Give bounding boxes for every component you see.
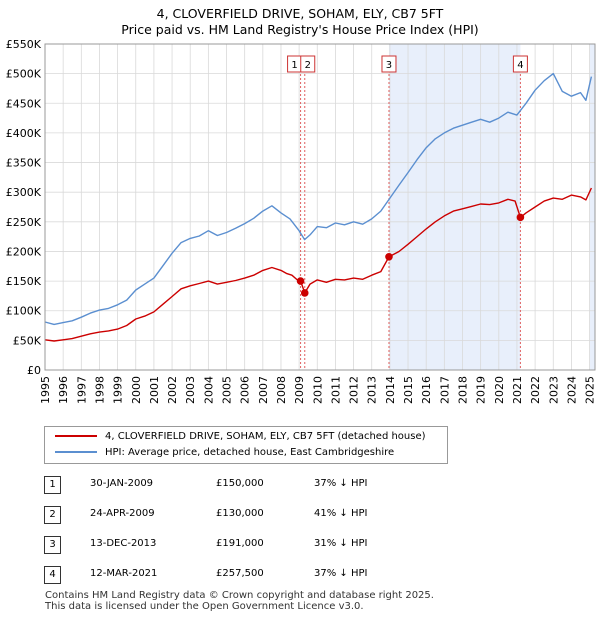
- x-tick-label: 2013: [366, 376, 379, 404]
- sale-hpi-diff: 31% ↓ HPI: [314, 538, 368, 549]
- sale-price: £257,500: [216, 568, 264, 579]
- x-tick-label: 2022: [529, 376, 542, 404]
- legend-item-property: 4, CLOVERFIELD DRIVE, SOHAM, ELY, CB7 5F…: [55, 429, 426, 445]
- x-tick-label: 2006: [239, 376, 252, 404]
- sale-point-3: [385, 252, 393, 261]
- y-tick-label: £200K: [6, 245, 42, 258]
- footer-copyright: Contains HM Land Registry data © Crown c…: [45, 590, 434, 601]
- footer-licence: This data is licensed under the Open Gov…: [45, 601, 364, 612]
- sale-hpi-diff: 41% ↓ HPI: [314, 508, 368, 519]
- chart-title: 4, CLOVERFIELD DRIVE, SOHAM, ELY, CB7 5F…: [156, 6, 444, 21]
- legend: 4, CLOVERFIELD DRIVE, SOHAM, ELY, CB7 5F…: [44, 426, 448, 464]
- y-tick-label: £50K: [13, 334, 42, 347]
- y-tick-label: £350K: [6, 157, 42, 170]
- legend-label-hpi: HPI: Average price, detached house, East…: [105, 447, 395, 458]
- x-tick-label: 1995: [39, 376, 52, 404]
- sale-date: 13-DEC-2013: [90, 538, 157, 549]
- sale-price: £130,000: [216, 508, 264, 519]
- x-tick-label: 2000: [130, 376, 143, 404]
- x-tick-label: 2015: [402, 376, 415, 404]
- x-tick-label: 2010: [311, 376, 324, 404]
- sale-number-badge: 2: [44, 506, 61, 524]
- sale-row-4: 4 12-MAR-2021 £257,500 37% ↓ HPI: [44, 566, 584, 584]
- legend-label-property: 4, CLOVERFIELD DRIVE, SOHAM, ELY, CB7 5F…: [105, 431, 426, 442]
- x-tick-label: 2003: [184, 376, 197, 404]
- y-tick-label: £450K: [6, 97, 42, 110]
- sale-date: 24-APR-2009: [90, 508, 155, 519]
- sale-row-3: 3 13-DEC-2013 £191,000 31% ↓ HPI: [44, 536, 584, 554]
- x-tick-label: 2002: [166, 376, 179, 404]
- x-tick-label: 2024: [565, 376, 578, 404]
- x-tick-label: 2018: [456, 376, 469, 404]
- x-tick-label: 2009: [293, 376, 306, 404]
- x-tick-label: 1998: [93, 376, 106, 404]
- x-tick-label: 1999: [112, 376, 125, 404]
- sale-point-1: [296, 277, 305, 285]
- x-tick-label: 2016: [420, 376, 433, 404]
- x-tick-label: 2008: [275, 376, 288, 404]
- y-tick-label: £0: [27, 364, 41, 377]
- sale-hpi-diff: 37% ↓ HPI: [314, 568, 368, 579]
- annotation-label-2: 2: [305, 60, 311, 71]
- annotation-label-3: 3: [386, 60, 392, 71]
- legend-swatch-blue: [55, 451, 97, 453]
- y-tick-label: £400K: [6, 127, 42, 140]
- x-tick-label: 2014: [384, 376, 397, 404]
- legend-item-hpi: HPI: Average price, detached house, East…: [55, 445, 394, 461]
- shaded-region-1: [388, 44, 521, 370]
- chart-subtitle: Price paid vs. HM Land Registry's House …: [121, 22, 479, 37]
- x-tick-label: 2001: [148, 376, 161, 404]
- x-tick-label: 2005: [221, 376, 234, 404]
- sale-price: £191,000: [216, 538, 264, 549]
- sale-number-badge: 4: [44, 566, 61, 584]
- price-chart: £0 £50K £100K £150K £200K £250K £300K £350K £400…: [6, 38, 597, 404]
- x-tick-label: 1996: [57, 376, 70, 404]
- legend-swatch-red: [55, 435, 97, 437]
- x-tick-label: 2011: [329, 376, 342, 404]
- sale-row-2: 2 24-APR-2009 £130,000 41% ↓ HPI: [44, 506, 584, 524]
- series-line-property: [44, 187, 593, 342]
- sale-hpi-diff: 37% ↓ HPI: [314, 478, 368, 489]
- x-tick-label: 2007: [257, 376, 270, 404]
- series-line-hpi: [44, 72, 593, 326]
- sale-date: 30-JAN-2009: [90, 478, 154, 489]
- sale-number-badge: 3: [44, 536, 61, 554]
- y-tick-label: £300K: [6, 186, 42, 199]
- sale-number-badge: 1: [44, 476, 61, 494]
- annotation-box-2: [300, 55, 316, 73]
- y-tick-label: £150K: [6, 275, 42, 288]
- y-tick-label: £550K: [6, 38, 42, 51]
- sale-row-1: 1 30-JAN-2009 £150,000 37% ↓ HPI: [44, 476, 584, 494]
- x-tick-label: 2004: [202, 376, 215, 404]
- x-tick-label: 2019: [475, 376, 488, 404]
- x-tick-label: 2023: [547, 376, 560, 404]
- x-tick-label: 2020: [493, 376, 506, 404]
- x-tick-label: 2012: [348, 376, 361, 404]
- annotation-box-3: [381, 55, 397, 73]
- annotation-label-1: 1: [291, 60, 297, 71]
- x-tick-label: 2017: [438, 376, 451, 404]
- sale-price: £150,000: [216, 478, 264, 489]
- plot-frame: [44, 43, 596, 371]
- x-tick-label: 2025: [584, 376, 597, 404]
- annotation-box-4: [512, 55, 528, 73]
- y-tick-label: £500K: [6, 68, 42, 81]
- x-tick-label: 2021: [511, 376, 524, 404]
- x-tick-label: 1997: [75, 376, 88, 404]
- annotation-label-4: 4: [517, 60, 523, 71]
- y-tick-label: £250K: [6, 216, 42, 229]
- shaded-region-2: [589, 44, 595, 370]
- sale-point-2: [300, 289, 309, 297]
- sale-point-4: [516, 213, 525, 222]
- y-tick-label: £100K: [6, 305, 42, 318]
- sale-date: 12-MAR-2021: [90, 568, 158, 579]
